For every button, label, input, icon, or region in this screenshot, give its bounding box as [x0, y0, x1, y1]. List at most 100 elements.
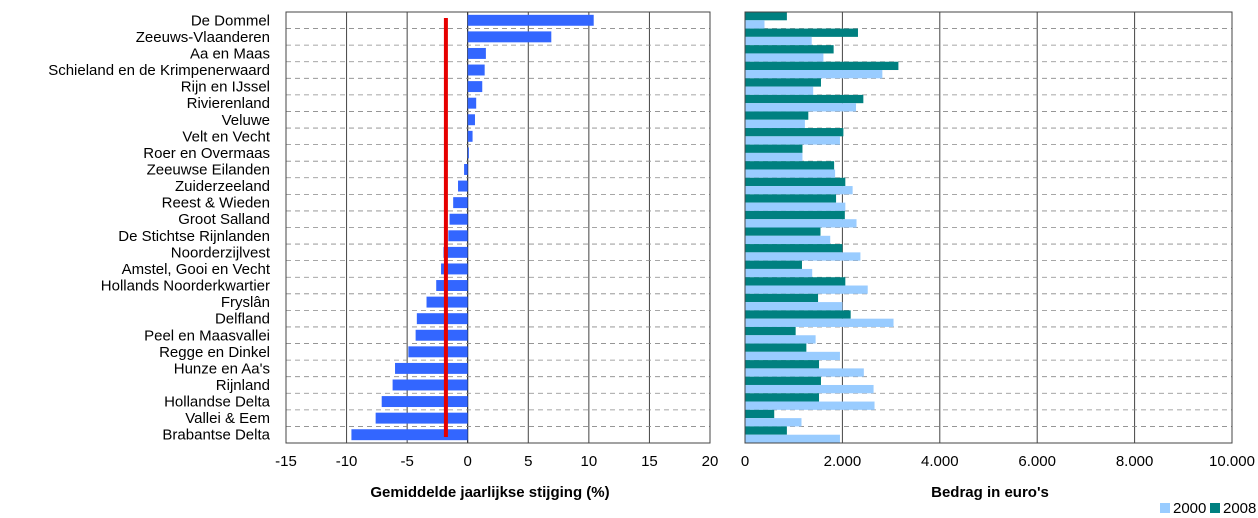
bar-2008: [745, 260, 802, 269]
right-tick-label: 0: [741, 453, 749, 470]
bar-2000: [745, 252, 861, 261]
category-label: Rijn en IJssel: [181, 79, 270, 96]
bar-2000: [745, 202, 846, 211]
right-tick-label: 10.000: [1209, 453, 1255, 470]
bar-2008: [745, 426, 787, 435]
category-label: Zeeuwse Eilanden: [147, 161, 270, 178]
bar-2000: [745, 136, 840, 145]
category-label: Amstel, Gooi en Vecht: [122, 261, 271, 278]
growth-bar: [443, 246, 468, 258]
bar-2000: [745, 384, 874, 394]
right-bars: [745, 12, 899, 443]
bar-2008: [745, 310, 851, 319]
growth-bar: [467, 130, 473, 142]
growth-bar: [467, 31, 552, 43]
bar-2000: [745, 119, 805, 129]
category-label: Fryslân: [221, 294, 270, 311]
bar-2008: [745, 61, 899, 71]
growth-bar: [416, 313, 468, 325]
left-tick-label: 15: [641, 453, 658, 470]
bar-2008: [745, 144, 803, 153]
bar-2000: [745, 70, 883, 79]
bar-2000: [745, 268, 813, 278]
bar-2000: [745, 169, 836, 178]
legend: 2000 2008: [1160, 500, 1256, 517]
axes-layer: [285, 11, 1233, 444]
growth-bar: [467, 114, 475, 126]
growth-bar: [458, 180, 468, 192]
category-label: Zuiderzeeland: [175, 178, 270, 195]
category-label: Schieland en de Krimpenerwaard: [48, 62, 270, 79]
bar-2000: [745, 335, 816, 344]
category-label: Aa en Maas: [190, 45, 270, 62]
category-label: Zeeuws-Vlaanderen: [136, 29, 270, 46]
bar-2000: [745, 434, 840, 443]
category-label: Vallei & Eem: [185, 410, 270, 427]
bar-2000: [745, 103, 857, 112]
growth-bar: [395, 362, 468, 374]
bar-2008: [745, 94, 864, 104]
growth-bar: [408, 346, 468, 358]
bar-2008: [745, 45, 834, 54]
bar-2000: [745, 219, 857, 228]
right-plot-frame: [744, 11, 1233, 444]
bar-2000: [745, 285, 868, 294]
left-plot-frame: [285, 11, 711, 444]
bar-2008: [745, 111, 809, 120]
left-bars: [351, 14, 594, 441]
growth-bar: [467, 147, 469, 159]
bar-2008: [745, 244, 843, 253]
right-tick-label: 6.000: [1018, 453, 1056, 470]
bar-2008: [745, 376, 821, 385]
bar-2000: [745, 351, 840, 361]
bar-2008: [745, 227, 821, 236]
growth-bar: [392, 379, 468, 391]
tick-labels: -15 -10 -5 0 5 10 15 20 0 2.000 4.000 6.000 8.000 10.…: [275, 453, 1255, 470]
growth-bar: [415, 329, 468, 341]
right-tick-label: 2.000: [824, 453, 862, 470]
category-label: Noorderzijlvest: [171, 244, 271, 261]
bar-2000: [745, 36, 812, 46]
bar-2008: [745, 210, 845, 220]
right-tick-label: 8.000: [1116, 453, 1154, 470]
bar-2000: [745, 20, 765, 29]
left-tick-label: -10: [336, 453, 358, 470]
bar-2000: [745, 152, 803, 162]
category-label: Rivierenland: [187, 95, 270, 112]
left-tick-label: 10: [581, 453, 598, 470]
category-label: De Dommel: [191, 12, 270, 29]
category-label: Delfland: [215, 311, 270, 328]
bar-2008: [745, 277, 846, 286]
category-label: De Stichtse Rijnlanden: [118, 228, 270, 245]
legend-swatch: [1210, 503, 1220, 513]
bar-2008: [745, 78, 821, 87]
left-axis-title: Gemiddelde jaarlijkse stijging (%): [370, 484, 609, 501]
category-label: Velt en Vecht: [182, 128, 270, 145]
growth-bar: [467, 97, 477, 109]
bar-2008: [745, 393, 820, 402]
category-label: Regge en Dinkel: [159, 344, 270, 361]
growth-bar: [375, 412, 468, 424]
category-label: Brabantse Delta: [162, 427, 270, 444]
bar-2008: [745, 360, 820, 369]
bar-2000: [745, 368, 864, 377]
category-label: Reest & Wieden: [162, 195, 270, 212]
left-tick-label: 0: [464, 453, 472, 470]
bar-2000: [745, 318, 894, 327]
left-tick-label: -15: [275, 453, 297, 470]
right-tick-label: 4.000: [921, 453, 959, 470]
growth-bar: [467, 14, 594, 26]
bar-2008: [745, 326, 796, 336]
growth-bar: [467, 47, 486, 59]
right-axis-title: Bedrag in euro's: [931, 484, 1049, 501]
growth-bar: [467, 64, 485, 76]
growth-bar: [467, 81, 483, 93]
bar-2008: [745, 409, 775, 419]
growth-bar: [351, 429, 468, 441]
legend-label: 2008: [1223, 500, 1256, 517]
bar-2008: [745, 128, 844, 137]
bar-2000: [745, 53, 824, 62]
